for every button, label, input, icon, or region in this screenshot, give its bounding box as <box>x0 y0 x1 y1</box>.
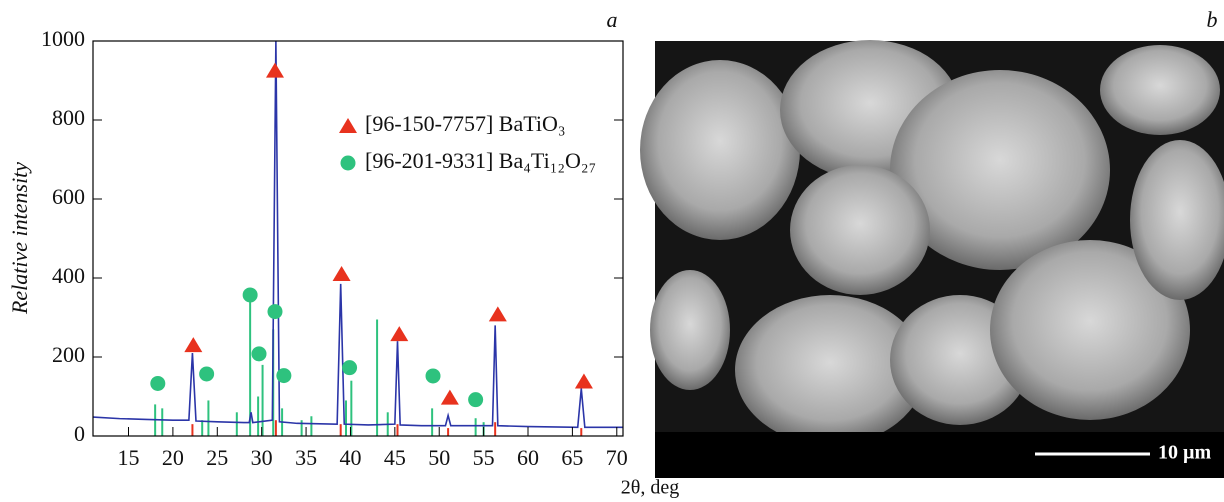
peak-marker <box>276 368 292 384</box>
peak-marker <box>574 373 593 389</box>
x-tick-label: 20 <box>162 445 184 470</box>
particle <box>990 240 1190 420</box>
peak-marker <box>440 389 459 405</box>
legend-label: [96-150-7757] BaTiO₃ <box>365 111 566 136</box>
x-tick-label: 35 <box>295 445 317 470</box>
peak-marker <box>425 368 441 384</box>
peak-marker <box>251 346 267 362</box>
legend-label: [96-201-9331] Ba₄Ti₁₂O₂₇ <box>365 148 596 173</box>
y-tick-label: 1000 <box>41 26 85 51</box>
peak-marker <box>199 366 215 382</box>
peak-marker <box>265 62 284 78</box>
y-tick-label: 800 <box>52 105 85 130</box>
peak-marker <box>150 375 166 391</box>
x-tick-label: 45 <box>384 445 406 470</box>
particle <box>1100 45 1220 135</box>
legend-marker <box>339 118 357 133</box>
peak-marker <box>184 337 203 353</box>
y-tick-label: 400 <box>52 263 85 288</box>
y-tick-label: 0 <box>74 421 85 446</box>
y-tick-label: 200 <box>52 342 85 367</box>
peak-marker <box>267 304 283 320</box>
peak-marker <box>488 306 507 322</box>
sem-image: 10 µm <box>640 40 1224 478</box>
plot <box>93 41 623 436</box>
x-tick-label: 60 <box>517 445 539 470</box>
panel-label: a <box>607 7 618 32</box>
x-tick-label: 65 <box>561 445 583 470</box>
x-tick-label: 15 <box>118 445 140 470</box>
panel-label: b <box>1207 7 1218 32</box>
particle <box>790 165 930 295</box>
x-tick-label: 50 <box>428 445 450 470</box>
peak-marker <box>332 266 351 282</box>
measured-pattern <box>93 41 623 429</box>
particle <box>650 270 730 390</box>
x-tick-label: 70 <box>606 445 628 470</box>
x-tick-label: 30 <box>251 445 273 470</box>
peak-marker <box>342 360 358 376</box>
x-tick-label: 25 <box>206 445 228 470</box>
particle <box>640 60 800 240</box>
particle <box>735 295 925 445</box>
x-axis-label: 2θ, deg <box>621 477 679 499</box>
legend-marker <box>340 155 356 171</box>
x-tick-label: 55 <box>473 445 495 470</box>
peak-marker <box>390 326 409 342</box>
x-tick-label: 40 <box>339 445 361 470</box>
peak-marker <box>468 392 484 408</box>
peak-marker <box>242 287 258 303</box>
scale-bar-label: 10 µm <box>1158 442 1212 464</box>
particle <box>890 70 1110 270</box>
y-axis-label: Relative intensity <box>7 162 32 315</box>
plot-frame <box>92 40 624 437</box>
y-tick-label: 600 <box>52 184 85 209</box>
particle <box>1130 140 1224 300</box>
